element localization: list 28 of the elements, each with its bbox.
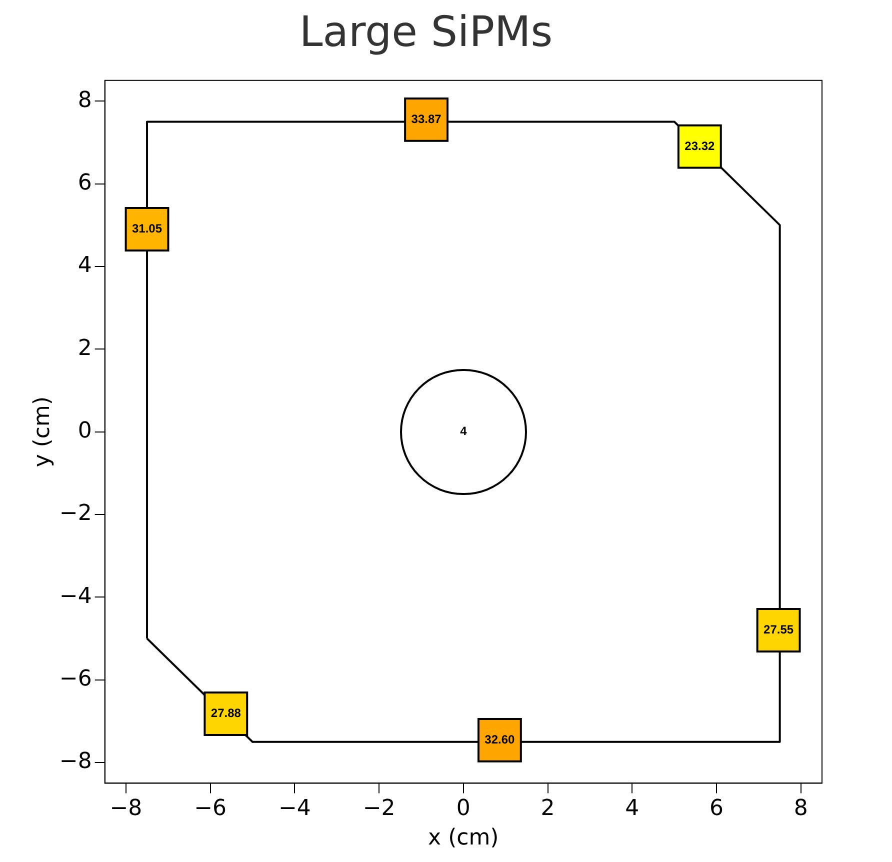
x-tick-label: 2: [540, 796, 555, 822]
annotation: 4: [460, 424, 468, 438]
y-tick-label: −2: [59, 501, 92, 526]
y-tick-label: 0: [78, 418, 92, 444]
annotation: 32.60: [484, 732, 516, 747]
x-tick-label: −2: [362, 796, 396, 822]
x-tick-label: 4: [625, 796, 640, 822]
annotation: 23.32: [684, 138, 715, 153]
chart-title: Large SiPMs: [299, 7, 553, 56]
x-tick-label: 6: [710, 796, 724, 822]
y-tick-label: −6: [59, 666, 92, 692]
y-tick-label: −4: [59, 584, 92, 609]
x-tick-label: 0: [456, 796, 470, 822]
annotation: 31.05: [132, 222, 162, 236]
x-tick-label: −6: [194, 796, 227, 822]
annotation: 27.55: [764, 622, 794, 637]
y-tick-label: 2: [78, 336, 92, 361]
y-tick-label: 4: [78, 253, 92, 278]
x-axis-title: x (cm): [428, 826, 499, 851]
y-tick-label: 8: [78, 88, 92, 113]
annotation: 27.88: [210, 706, 242, 720]
y-tick-label: 6: [78, 170, 92, 196]
x-tick-label: 8: [794, 796, 808, 822]
annotation: 33.87: [411, 112, 442, 126]
x-tick-label: −8: [110, 796, 142, 822]
y-tick-label: −8: [59, 749, 92, 774]
x-tick-label: −4: [278, 796, 311, 822]
y-axis-title: y (cm): [30, 396, 55, 468]
